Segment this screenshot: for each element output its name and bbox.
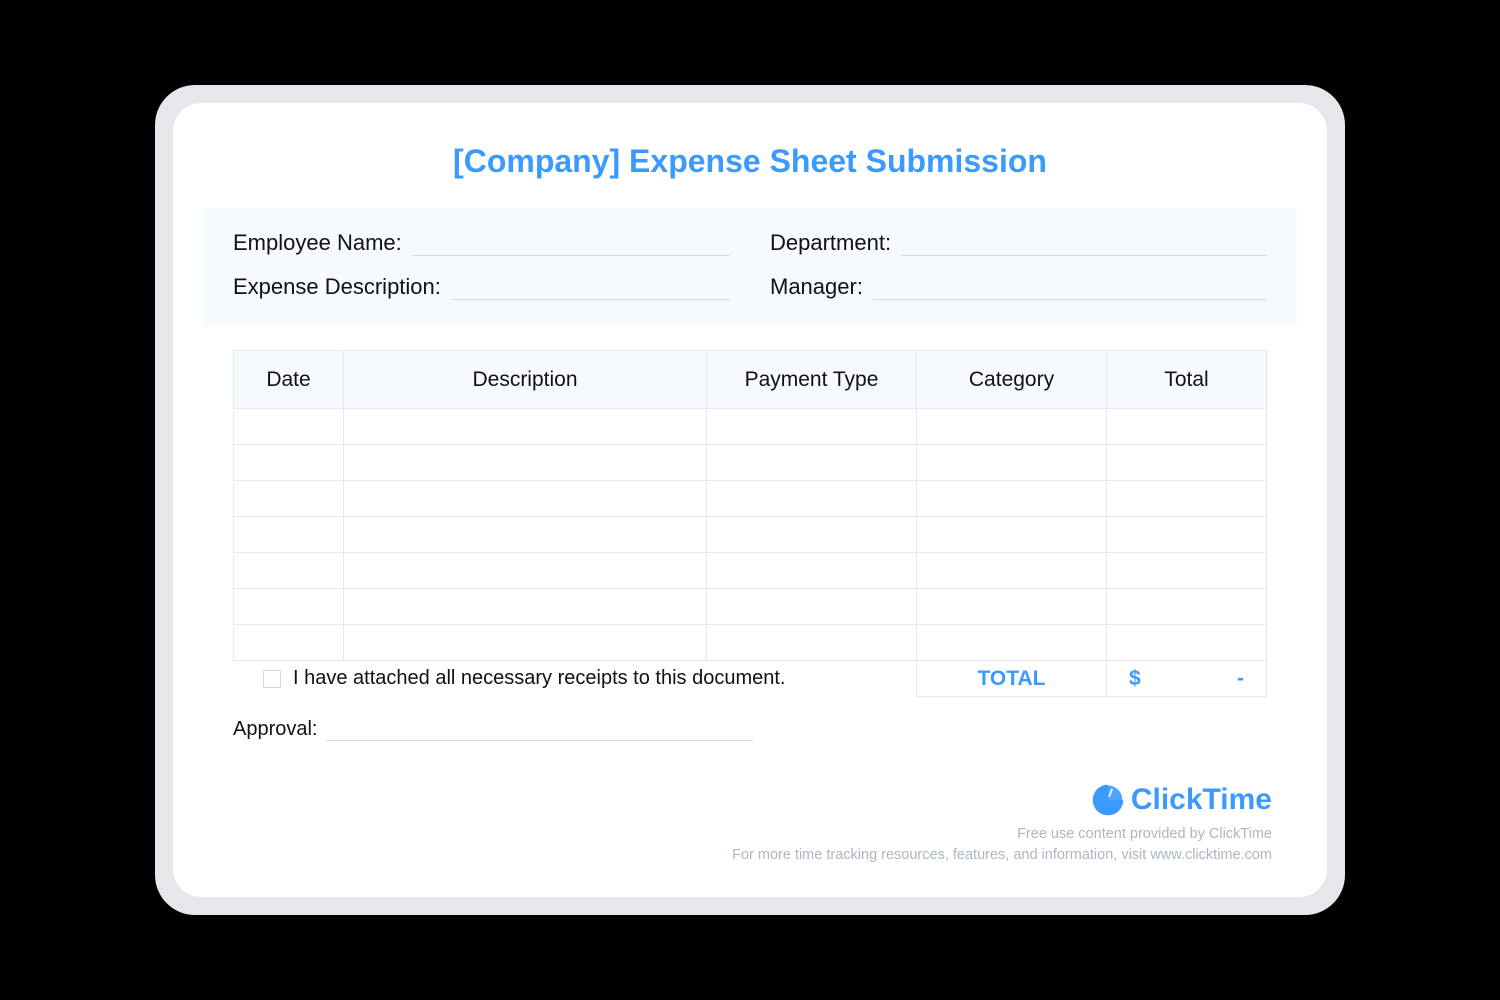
employee-name-field[interactable]: Employee Name:: [233, 230, 730, 256]
col-header-description: Description: [344, 351, 707, 409]
approval-label: Approval:: [233, 718, 318, 741]
receipts-checkbox-row[interactable]: I have attached all necessary receipts t…: [263, 667, 1277, 690]
expense-table-body: TOTAL $ -: [234, 409, 1267, 697]
brand-name: ClickTime: [1131, 783, 1272, 817]
manager-input[interactable]: [873, 278, 1267, 300]
col-header-date: Date: [234, 351, 344, 409]
expense-description-label: Expense Description:: [233, 274, 441, 300]
brand-logo: ClickTime: [1091, 783, 1272, 817]
department-field[interactable]: Department:: [770, 230, 1267, 256]
device-frame: [Company] Expense Sheet Submission Emplo…: [155, 85, 1345, 915]
footnote-line-2: For more time tracking resources, featur…: [732, 845, 1272, 867]
table-header-row: Date Description Payment Type Category T…: [234, 351, 1267, 409]
receipts-checkbox[interactable]: [263, 670, 281, 688]
expense-description-input[interactable]: [451, 278, 730, 300]
table-row[interactable]: [234, 409, 1267, 445]
expense-description-field[interactable]: Expense Description:: [233, 274, 730, 300]
manager-label: Manager:: [770, 274, 863, 300]
manager-field[interactable]: Manager:: [770, 274, 1267, 300]
header-grid: Employee Name: Department: Expense Descr…: [233, 230, 1267, 300]
table-row[interactable]: [234, 625, 1267, 661]
page-title: [Company] Expense Sheet Submission: [223, 143, 1277, 180]
table-row[interactable]: [234, 445, 1267, 481]
department-label: Department:: [770, 230, 891, 256]
expense-table: Date Description Payment Type Category T…: [233, 350, 1267, 697]
header-band: Employee Name: Department: Expense Descr…: [203, 208, 1297, 326]
table-row[interactable]: [234, 517, 1267, 553]
footnote-line-1: Free use content provided by ClickTime: [732, 824, 1272, 846]
expense-table-wrap: Date Description Payment Type Category T…: [223, 350, 1277, 697]
department-input[interactable]: [901, 234, 1267, 256]
col-header-total: Total: [1107, 351, 1267, 409]
footnote: Free use content provided by ClickTime F…: [732, 824, 1272, 868]
col-header-category: Category: [917, 351, 1107, 409]
receipts-checkbox-label: I have attached all necessary receipts t…: [293, 667, 786, 690]
employee-name-input[interactable]: [412, 234, 730, 256]
col-header-payment-type: Payment Type: [707, 351, 917, 409]
employee-name-label: Employee Name:: [233, 230, 402, 256]
table-row[interactable]: [234, 481, 1267, 517]
expense-sheet: [Company] Expense Sheet Submission Emplo…: [173, 103, 1327, 897]
table-row[interactable]: [234, 553, 1267, 589]
clock-icon: [1091, 783, 1125, 817]
table-row[interactable]: [234, 589, 1267, 625]
approval-field[interactable]: Approval:: [233, 718, 753, 741]
approval-input[interactable]: [326, 721, 754, 741]
